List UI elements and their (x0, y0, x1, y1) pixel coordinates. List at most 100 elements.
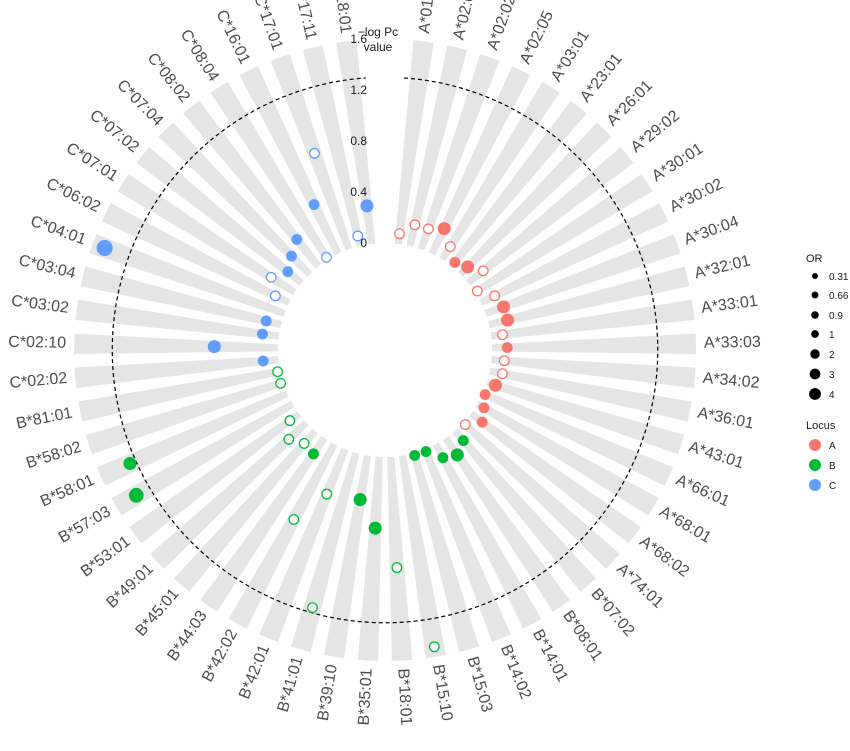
point-C*02:02 (257, 355, 269, 367)
legend-or-items: 0.31 0.66 0.9 1 2 3 4 (809, 272, 849, 401)
legend-or-label: 0.66 (829, 291, 849, 302)
band-B*41:01 (290, 451, 360, 652)
point-A*02:05 (437, 222, 451, 236)
band-B*45:01 (173, 428, 318, 592)
radial-axis: −log Pc value 0 0.4 0.8 1.2 1.6 (350, 25, 398, 250)
radial-tick-label: 1.6 (350, 32, 367, 46)
point-B*07:02 (457, 435, 469, 447)
point-B*15:03 (409, 450, 421, 461)
point-B*39:10 (353, 493, 367, 507)
point-A*32:01 (501, 313, 515, 327)
legend-locus-items: ABC (809, 439, 836, 492)
allele-label-B*45:01: B*45:01 (132, 585, 182, 639)
allele-label-B*42:01: B*42:01 (236, 642, 273, 701)
legend-or-marker (812, 273, 818, 279)
point-C*18:01 (360, 199, 374, 213)
legend-locus-label: B (829, 461, 836, 472)
point-A*30:01 (471, 285, 483, 297)
allele-label-A*01:01: A*01:01 (416, 0, 440, 34)
point-B*42:01 (321, 488, 333, 500)
point-A*43:01 (488, 378, 502, 392)
point-C*02:10 (207, 340, 221, 354)
allele-label-A*33:03: A*33:03 (704, 334, 761, 352)
point-C*07:01 (265, 271, 277, 283)
allele-label-C*18:01: C*18:01 (330, 0, 354, 35)
band-C*07:04 (158, 122, 313, 277)
band-A*33:01 (490, 299, 695, 340)
band-A*34:02 (491, 356, 696, 389)
band-C*07:01 (117, 174, 297, 296)
band-B*35:01 (357, 456, 383, 661)
point-C*04:01 (96, 239, 113, 257)
allele-bands (74, 40, 696, 661)
point-A*68:01 (478, 402, 490, 414)
axis-title-line-2: value (364, 40, 393, 54)
band-C*03:04 (80, 266, 282, 329)
point-A*23:01 (449, 256, 461, 268)
allele-label-C*03:04: C*03:04 (17, 252, 77, 282)
band-B*18:01 (387, 456, 413, 661)
allele-label-B*49:01: B*49:01 (103, 560, 156, 611)
point-B*42:02 (288, 513, 300, 525)
point-C*07:02 (282, 266, 294, 278)
allele-label-C*08:02: C*08:02 (144, 50, 193, 106)
legend-or-marker (811, 311, 819, 319)
point-B*58:01 (123, 457, 137, 471)
point-C*08:02 (291, 233, 303, 245)
allele-label-B*14:01: B*14:01 (529, 627, 571, 685)
allele-label-A*68:02: A*68:02 (636, 533, 692, 581)
band-C*06:02 (101, 203, 291, 306)
point-C*03:04 (260, 315, 272, 327)
allele-label-B*58:01: B*58:01 (38, 472, 97, 511)
allele-label-B*18:01: B*18:01 (394, 668, 414, 726)
band-C*03:02 (75, 299, 280, 340)
band-B*58:02 (85, 379, 285, 455)
band-A*68:02 (468, 410, 641, 544)
band-B*07:02 (452, 428, 597, 592)
band-A*30:04 (484, 234, 681, 317)
band-A*26:01 (457, 122, 612, 277)
point-B*35:01 (368, 521, 382, 535)
band-A*03:01 (439, 81, 560, 262)
legend-or-marker (811, 330, 819, 338)
point-B*08:01 (450, 448, 464, 462)
point-B*18:01 (391, 562, 403, 574)
allele-label-C*16:01: C*16:01 (212, 7, 253, 67)
legend-locus-label: C (829, 481, 836, 492)
band-B*44:03 (200, 436, 328, 612)
band-A*43:01 (485, 379, 685, 455)
allele-label-A*03:01: A*03:01 (548, 27, 593, 84)
point-C*16:01 (308, 199, 320, 211)
allele-label-A*34:02: A*34:02 (702, 370, 760, 392)
allele-label-A*23:01: A*23:01 (577, 51, 626, 106)
band-C*18:01 (336, 40, 376, 245)
allele-label-C*07:04: C*07:04 (113, 77, 166, 130)
point-B*81:01 (272, 366, 284, 378)
band-C*02:10 (74, 333, 279, 355)
band-A*74:01 (460, 420, 620, 569)
point-A*30:02 (489, 290, 501, 302)
band-B*58:01 (96, 390, 289, 486)
allele-label-B*15:10: B*15:10 (429, 663, 455, 722)
band-B*15:03 (410, 451, 480, 652)
legend-or-label: 0.31 (829, 272, 849, 283)
allele-labels: A*01:01 A*02:01 A*02:02A*02:05A*03:01A*23:… (8, 0, 761, 726)
allele-label-A*68:01: A*68:01 (656, 503, 714, 546)
allele-label-C*17:11: C*17:11 (290, 0, 320, 42)
allele-label-B*44:03: B*44:03 (164, 608, 210, 665)
band-B*49:01 (150, 420, 310, 569)
band-C*08:02 (183, 100, 322, 269)
allele-label-A*02:01: A*02:01 (451, 0, 481, 42)
legend-locus-marker (809, 439, 821, 451)
point-A*03:01 (444, 241, 456, 253)
legend-or-label: 2 (829, 350, 835, 361)
radial-tick-label: 1.2 (350, 83, 367, 97)
point-A*68:02 (476, 416, 488, 428)
allele-label-A*36:01: A*36:01 (696, 405, 755, 433)
point-A*01:01 (394, 228, 406, 240)
point-C*03:02 (257, 328, 268, 340)
allele-label-B*35:01: B*35:01 (356, 668, 376, 726)
band-B*42:02 (228, 442, 338, 629)
legend-or-label: 4 (829, 390, 835, 401)
